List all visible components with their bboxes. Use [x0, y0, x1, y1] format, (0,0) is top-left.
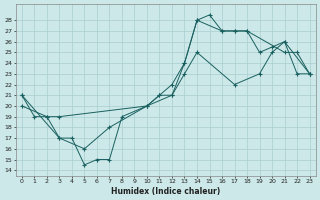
- X-axis label: Humidex (Indice chaleur): Humidex (Indice chaleur): [111, 187, 220, 196]
